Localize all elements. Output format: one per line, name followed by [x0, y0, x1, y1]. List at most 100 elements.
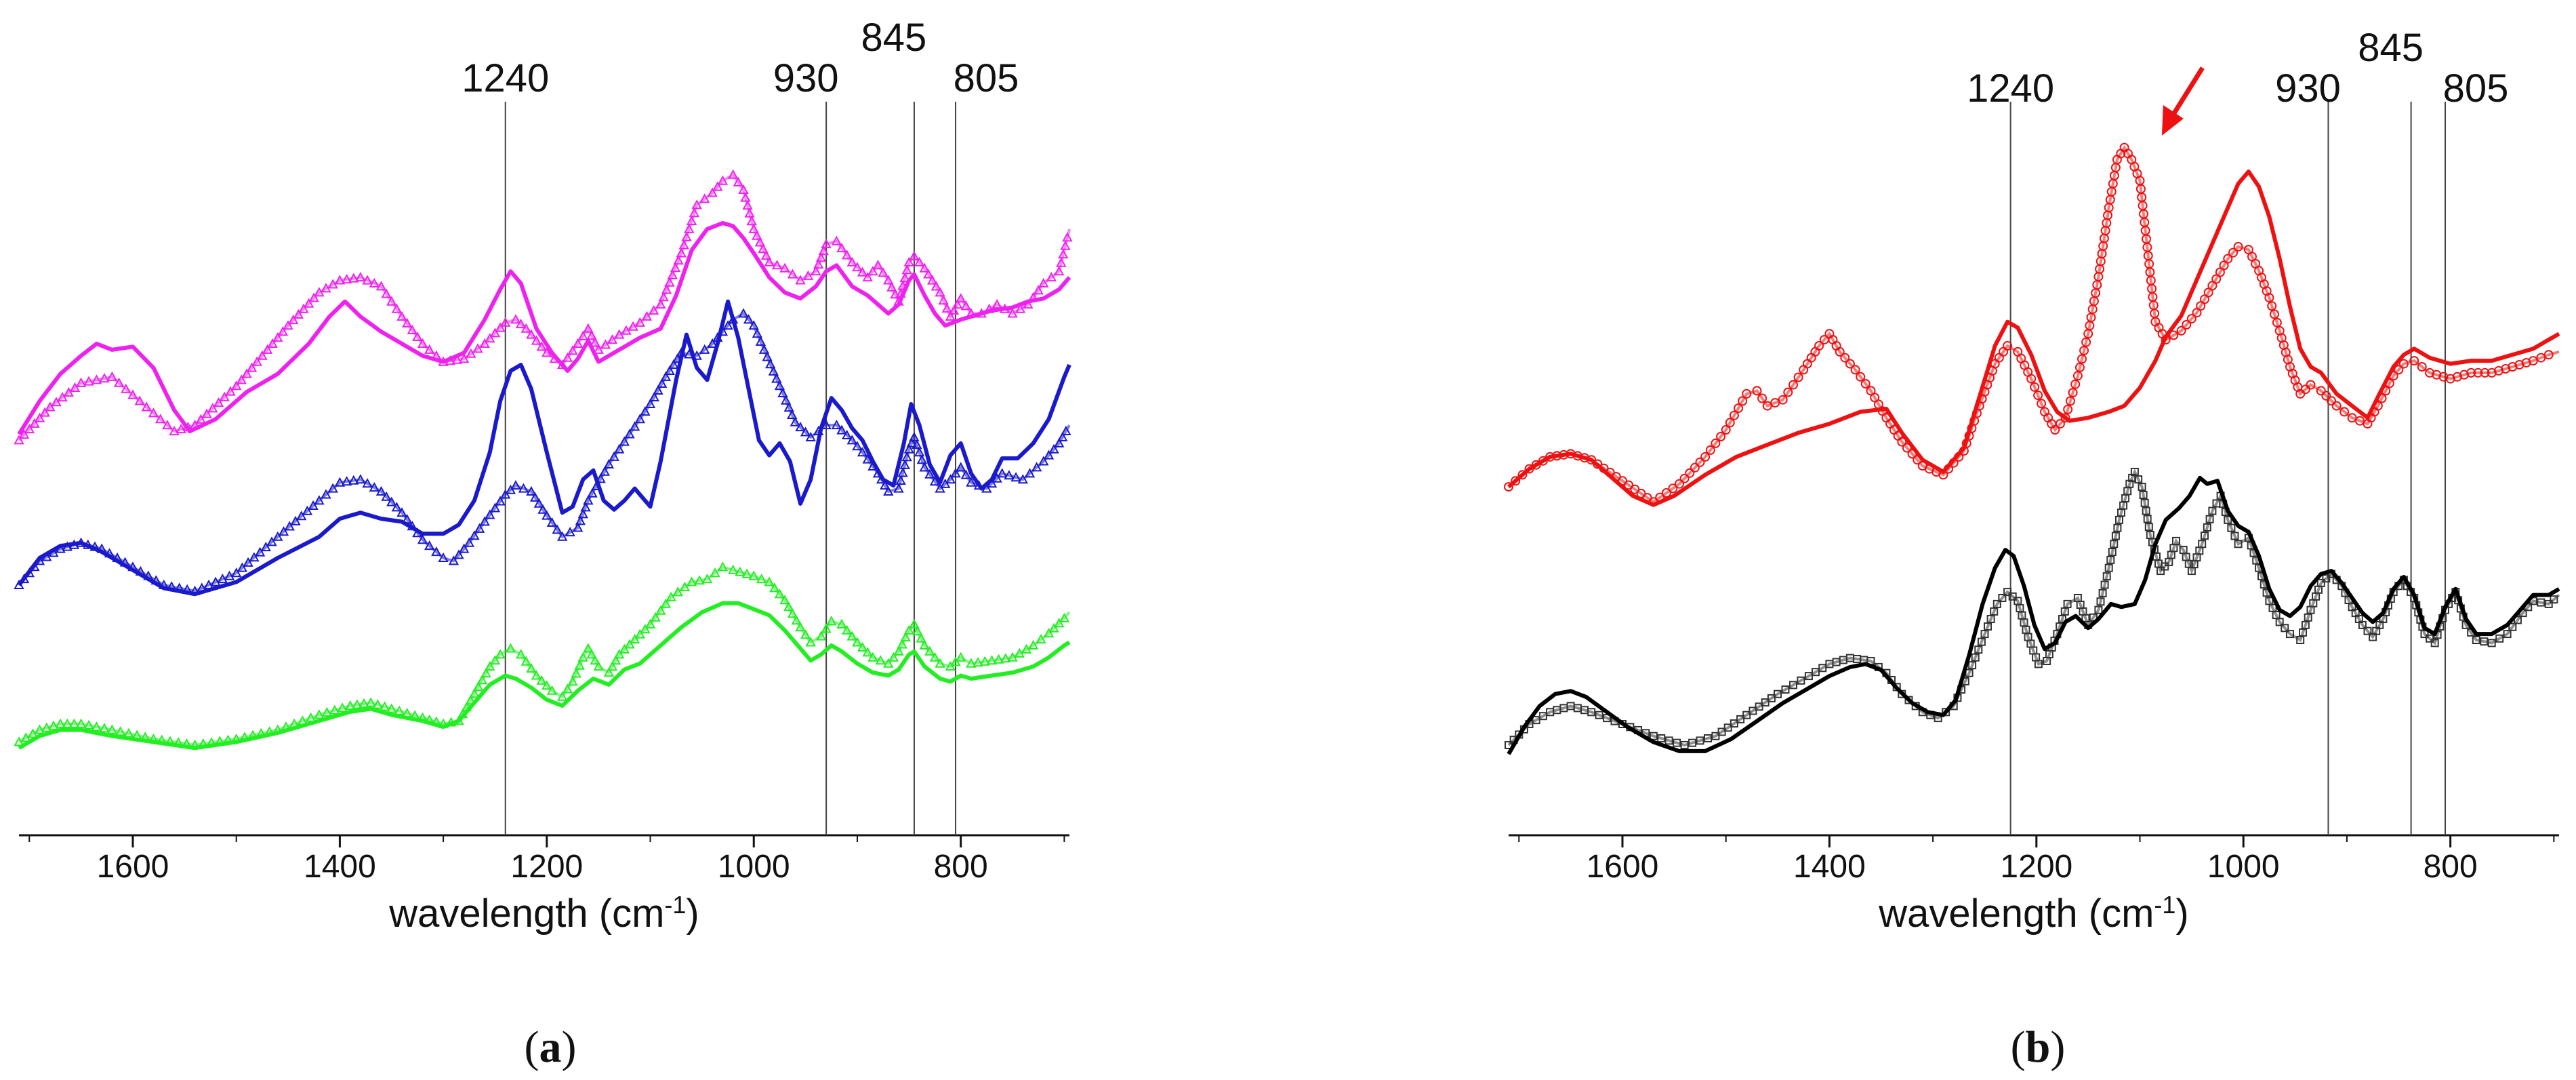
data-marker [565, 527, 575, 537]
data-marker [277, 326, 289, 336]
data-marker [485, 661, 495, 671]
data-marker [649, 391, 659, 401]
data-marker [741, 568, 752, 578]
data-marker [495, 649, 506, 659]
data-marker [231, 380, 242, 391]
series-1 [14, 169, 1073, 445]
data-marker [2176, 325, 2186, 336]
data-marker [901, 264, 912, 275]
data-marker [572, 338, 584, 348]
data-marker [924, 468, 935, 479]
series-4 [17, 299, 1071, 597]
series-line [1507, 169, 2560, 507]
data-marker [779, 262, 790, 273]
data-marker [1856, 372, 1866, 382]
data-marker [396, 311, 407, 321]
data-marker [880, 480, 891, 490]
data-marker [2142, 506, 2150, 515]
data-marker [372, 699, 384, 709]
data-marker [552, 524, 563, 534]
data-marker [2110, 540, 2119, 548]
data-marker [557, 691, 568, 701]
data-marker [852, 441, 863, 451]
data-marker [296, 511, 307, 521]
data-marker [1000, 653, 1011, 663]
data-marker [99, 373, 110, 383]
data-marker [2227, 523, 2236, 532]
data-marker [1036, 634, 1046, 644]
data-marker [857, 266, 868, 277]
data-marker [155, 414, 166, 424]
data-marker [1729, 410, 1739, 420]
data-marker [431, 546, 442, 557]
data-marker [2008, 592, 2017, 601]
data-marker [645, 398, 656, 408]
data-marker [846, 631, 857, 641]
data-marker [956, 293, 966, 303]
data-marker [1649, 732, 1658, 740]
data-marker [369, 482, 380, 492]
data-marker [1814, 341, 1824, 351]
reference-line-label: 845 [861, 16, 927, 60]
data-marker [2169, 330, 2179, 340]
x-axis-label: wavelength (cm-1) [1878, 891, 2189, 936]
data-marker [1774, 689, 1782, 698]
data-marker [1723, 723, 1732, 732]
data-marker [2161, 562, 2169, 571]
data-marker [670, 262, 681, 273]
data-marker [1007, 308, 1018, 318]
data-marker [18, 429, 30, 439]
data-marker [765, 359, 776, 369]
data-marker [99, 723, 110, 733]
reference-line-label: 805 [954, 56, 1019, 100]
data-marker [935, 658, 945, 668]
data-marker [213, 397, 224, 407]
data-marker [334, 275, 346, 285]
data-marker [396, 507, 407, 517]
data-marker [655, 605, 666, 615]
data-marker [780, 395, 792, 405]
data-marker [742, 200, 753, 210]
data-marker [459, 543, 470, 553]
data-marker [520, 656, 531, 666]
data-marker [572, 522, 584, 532]
data-marker [518, 483, 529, 493]
data-marker [1755, 702, 1763, 711]
data-marker [1059, 612, 1070, 622]
data-marker [2079, 346, 2089, 356]
data-marker [541, 680, 552, 690]
reference-line-label: 1240 [1967, 66, 2054, 111]
data-marker [893, 483, 904, 493]
data-marker [603, 458, 615, 468]
x-tick-label: 1600 [1587, 849, 1659, 885]
data-marker [2322, 574, 2331, 583]
data-marker [754, 237, 766, 247]
data-marker [345, 700, 356, 710]
data-marker [526, 485, 537, 496]
data-marker [1992, 599, 2001, 608]
reference-line-label: 930 [773, 56, 839, 100]
data-marker [1942, 708, 1950, 717]
data-marker [1595, 711, 1603, 719]
data-marker [302, 505, 313, 515]
data-marker [691, 199, 702, 209]
data-marker [29, 418, 40, 428]
data-marker [641, 311, 653, 321]
data-marker [966, 658, 977, 668]
data-marker [914, 447, 925, 457]
data-marker [1971, 653, 1980, 662]
data-marker [355, 474, 366, 484]
data-marker [531, 335, 542, 345]
data-marker [577, 330, 588, 340]
data-marker [791, 615, 802, 625]
data-marker [1761, 698, 1770, 707]
data-marker [2077, 354, 2087, 364]
data-marker [919, 462, 930, 472]
x-tick-label: 800 [2424, 849, 2478, 885]
data-marker [2327, 396, 2336, 406]
data-marker [469, 530, 480, 540]
data-marker [919, 262, 930, 273]
data-marker [800, 426, 811, 437]
data-marker [1904, 696, 1913, 704]
